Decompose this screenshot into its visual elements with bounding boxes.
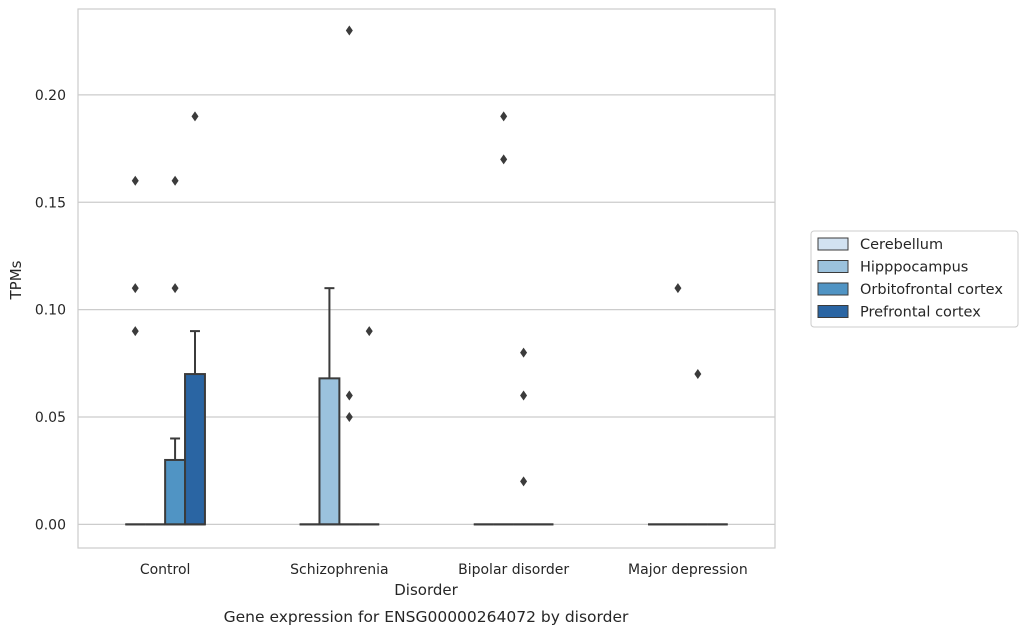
outlier-point (500, 154, 508, 165)
legend-label: Orbitofrontal cortex (860, 282, 1003, 298)
y-axis-label: TPMs (7, 260, 25, 300)
outlier-point (171, 175, 179, 186)
outlier-point (171, 283, 179, 294)
x-tick-label: Schizophrenia (290, 562, 388, 578)
x-tick-label: Control (140, 562, 191, 578)
outlier-point (191, 111, 199, 122)
y-tick-label: 0.05 (35, 410, 66, 426)
outlier-point (345, 390, 353, 401)
outlier-point (694, 369, 702, 380)
chart-caption: Gene expression for ENSG00000264072 by d… (224, 608, 629, 626)
plot-frame (77, 8, 776, 549)
y-tick-label: 0.10 (35, 303, 66, 319)
outlier-point (345, 25, 353, 36)
outlier-point (345, 412, 353, 423)
y-tick-label: 0.00 (35, 517, 66, 533)
x-axis-ticks: Control Schizophrenia Bipolar disorder Majo… (140, 562, 748, 578)
outlier-point (131, 326, 139, 337)
legend-frame (810, 230, 1019, 328)
x-axis-label: Disorder (394, 581, 458, 599)
y-axis-ticks: 0.00 0.05 0.10 0.15 0.20 (35, 88, 66, 533)
box (318, 377, 341, 526)
outlier-point (520, 347, 528, 358)
outlier-point (520, 476, 528, 487)
box (184, 373, 206, 526)
x-tick-label: Major depression (628, 562, 748, 578)
outlier-point (365, 326, 373, 337)
outlier-point (131, 175, 139, 186)
legend-swatch (817, 305, 849, 318)
legend-swatch (817, 282, 849, 296)
outlier-point (131, 283, 139, 294)
legend-swatch (817, 237, 849, 251)
box (164, 458, 187, 526)
legend-label: Prefrontal cortex (860, 305, 981, 321)
outlier-point (500, 111, 508, 122)
legend-label: Hipppocampus (860, 260, 968, 276)
legend-label: Cerebellum (860, 237, 943, 253)
y-tick-label: 0.20 (35, 88, 66, 104)
legend: Cerebellum Hipppocampus Orbitofrontal cort… (810, 230, 1019, 328)
legend-swatch (817, 260, 849, 273)
x-tick-label: Bipolar disorder (458, 562, 569, 578)
outlier-point (674, 283, 682, 294)
plot-marks (125, 25, 728, 526)
outlier-point (520, 390, 528, 401)
y-tick-label: 0.15 (35, 195, 66, 211)
